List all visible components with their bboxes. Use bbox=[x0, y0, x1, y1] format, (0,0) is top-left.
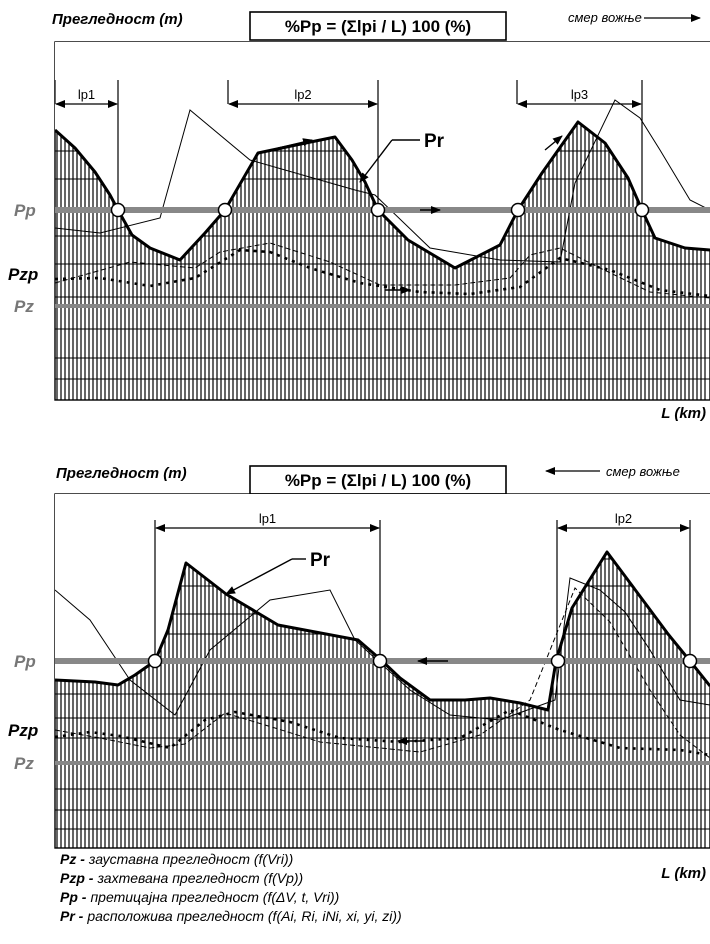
intersection-point bbox=[217, 202, 233, 218]
pzp-level-label: Pzp bbox=[8, 265, 38, 284]
intersection-point bbox=[682, 653, 698, 669]
segment-label: lp2 bbox=[615, 511, 632, 526]
intersection-points bbox=[110, 202, 650, 218]
available-sight-area bbox=[55, 494, 710, 710]
y-axis-label: Прегледност (m) bbox=[52, 11, 183, 28]
x-axis-label: L (km) bbox=[661, 405, 706, 422]
thin-curve bbox=[55, 577, 710, 721]
intersection-point bbox=[550, 653, 566, 669]
pr-label-arrow bbox=[225, 558, 293, 595]
legend: Pz - зауставна прегледност (f(Vri)) Pzp -… bbox=[60, 851, 402, 924]
intersection-point bbox=[510, 202, 526, 218]
dashed-curve bbox=[55, 242, 710, 299]
dashed-curve bbox=[55, 587, 710, 759]
pp-level-label: Pp bbox=[14, 652, 36, 671]
x-axis-label: L (km) bbox=[661, 865, 706, 882]
diagram-top: Прегледност (m) %Pp = (Σlpi / L) 100 (%)… bbox=[0, 10, 710, 422]
pr-label-arrow bbox=[359, 139, 393, 183]
intersection-point bbox=[634, 202, 650, 218]
intersection-point bbox=[372, 653, 388, 669]
direction-label: смер вожње bbox=[568, 10, 642, 25]
segment-label: lp1 bbox=[78, 87, 95, 102]
intersection-point bbox=[110, 202, 126, 218]
intersection-point bbox=[147, 653, 163, 669]
lp-segments: lp1 lp2 bbox=[154, 511, 691, 661]
legend-item: Pp - претицајна прегледност (f(ΔV, t, Vri… bbox=[60, 889, 339, 905]
segment-label: lp1 bbox=[259, 511, 276, 526]
pr-label: Pr bbox=[424, 131, 445, 152]
thin-curve bbox=[55, 99, 710, 263]
required-sight-dotted-curve bbox=[55, 708, 710, 757]
intersection-point bbox=[370, 202, 386, 218]
pr-label: Pr bbox=[310, 550, 331, 571]
pzp-level-label: Pzp bbox=[8, 721, 38, 740]
y-axis-label: Прегледност (m) bbox=[56, 465, 187, 482]
direction-label: смер вожње bbox=[606, 464, 680, 479]
legend-item: Pr - расположива прегледност (f(Ai, Ri, i… bbox=[60, 908, 402, 924]
legend-item: Pz - зауставна прегледност (f(Vri)) bbox=[60, 851, 293, 867]
segment-label: lp3 bbox=[571, 87, 588, 102]
legend-item: Pzp - захтевана прегледност (f(Vp)) bbox=[60, 870, 303, 886]
flow-arrow bbox=[277, 138, 313, 149]
formula-text: %Pp = (Σlpi / L) 100 (%) bbox=[285, 471, 471, 490]
diagram-bottom: Прегледност (m) %Pp = (Σlpi / L) 100 (%)… bbox=[0, 464, 710, 882]
pp-level-label: Pp bbox=[14, 201, 36, 220]
flow-arrow bbox=[544, 135, 563, 151]
pr-curve bbox=[55, 120, 710, 270]
pz-level-label: Pz bbox=[14, 297, 34, 316]
lp-segments: lp1 lp2 lp3 bbox=[54, 80, 643, 210]
pz-level-label: Pz bbox=[14, 754, 34, 773]
intersection-points bbox=[147, 653, 698, 669]
formula-text: %Pp = (Σlpi / L) 100 (%) bbox=[285, 17, 471, 36]
formula-box bbox=[249, 11, 507, 41]
segment-label: lp2 bbox=[294, 87, 311, 102]
